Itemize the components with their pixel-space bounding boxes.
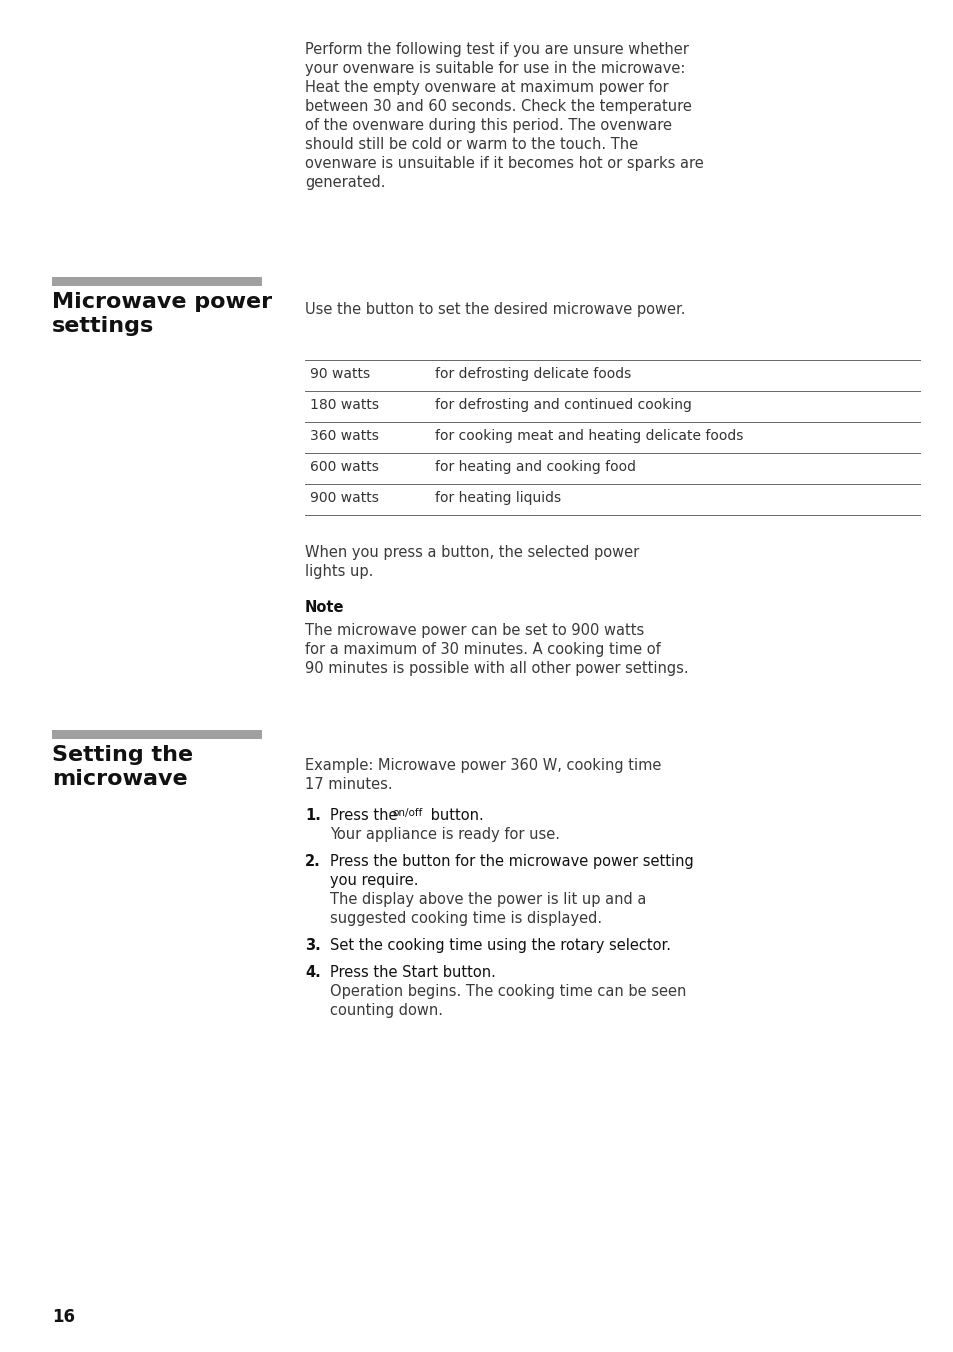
Text: Heat the empty ovenware at maximum power for: Heat the empty ovenware at maximum power… bbox=[305, 80, 668, 95]
Text: counting down.: counting down. bbox=[330, 1003, 442, 1018]
Text: suggested cooking time is displayed.: suggested cooking time is displayed. bbox=[330, 911, 601, 926]
Text: Example: Microwave power 360 W, cooking time: Example: Microwave power 360 W, cooking … bbox=[305, 758, 660, 773]
Text: for heating liquids: for heating liquids bbox=[435, 491, 560, 506]
Text: The microwave power can be set to 900 watts: The microwave power can be set to 900 wa… bbox=[305, 623, 643, 638]
Text: Press the: Press the bbox=[330, 808, 402, 823]
Text: for defrosting delicate foods: for defrosting delicate foods bbox=[435, 366, 631, 381]
Text: 17 minutes.: 17 minutes. bbox=[305, 777, 393, 792]
Text: on/off: on/off bbox=[392, 808, 422, 818]
Text: 900 watts: 900 watts bbox=[310, 491, 378, 506]
Text: Microwave power
settings: Microwave power settings bbox=[52, 292, 272, 337]
Text: When you press a button, the selected power: When you press a button, the selected po… bbox=[305, 545, 639, 560]
Bar bbox=[52, 730, 262, 740]
Text: The display above the power is lit up and a: The display above the power is lit up an… bbox=[330, 892, 646, 907]
Text: 90 watts: 90 watts bbox=[310, 366, 370, 381]
Text: Press the Start button.: Press the Start button. bbox=[330, 965, 496, 980]
Text: of the ovenware during this period. The ovenware: of the ovenware during this period. The … bbox=[305, 118, 671, 132]
Text: ovenware is unsuitable if it becomes hot or sparks are: ovenware is unsuitable if it becomes hot… bbox=[305, 155, 703, 170]
Text: Press the button for the microwave power setting: Press the button for the microwave power… bbox=[330, 854, 693, 869]
Bar bbox=[52, 277, 262, 287]
Text: 180 watts: 180 watts bbox=[310, 397, 378, 412]
Text: Your appliance is ready for use.: Your appliance is ready for use. bbox=[330, 827, 559, 842]
Text: button.: button. bbox=[426, 808, 483, 823]
Text: for heating and cooking food: for heating and cooking food bbox=[435, 460, 636, 475]
Text: Note: Note bbox=[305, 600, 344, 615]
Text: 4.: 4. bbox=[305, 965, 320, 980]
Text: 3.: 3. bbox=[305, 938, 320, 953]
Text: 1.: 1. bbox=[305, 808, 320, 823]
Text: Operation begins. The cooking time can be seen: Operation begins. The cooking time can b… bbox=[330, 984, 685, 999]
Text: Set the cooking time using the rotary selector.: Set the cooking time using the rotary se… bbox=[330, 938, 670, 953]
Text: for defrosting and continued cooking: for defrosting and continued cooking bbox=[435, 397, 691, 412]
Text: you require.: you require. bbox=[330, 873, 418, 888]
Text: lights up.: lights up. bbox=[305, 564, 373, 579]
Text: for cooking meat and heating delicate foods: for cooking meat and heating delicate fo… bbox=[435, 429, 742, 443]
Text: Setting the
microwave: Setting the microwave bbox=[52, 745, 193, 790]
Text: between 30 and 60 seconds. Check the temperature: between 30 and 60 seconds. Check the tem… bbox=[305, 99, 691, 114]
Text: 90 minutes is possible with all other power settings.: 90 minutes is possible with all other po… bbox=[305, 661, 688, 676]
Text: should still be cold or warm to the touch. The: should still be cold or warm to the touc… bbox=[305, 137, 638, 151]
Text: Perform the following test if you are unsure whether: Perform the following test if you are un… bbox=[305, 42, 688, 57]
Text: 600 watts: 600 watts bbox=[310, 460, 378, 475]
Text: Use the button to set the desired microwave power.: Use the button to set the desired microw… bbox=[305, 301, 685, 316]
Text: your ovenware is suitable for use in the microwave:: your ovenware is suitable for use in the… bbox=[305, 61, 684, 76]
Text: 2.: 2. bbox=[305, 854, 320, 869]
Text: 360 watts: 360 watts bbox=[310, 429, 378, 443]
Text: for a maximum of 30 minutes. A cooking time of: for a maximum of 30 minutes. A cooking t… bbox=[305, 642, 660, 657]
Text: 16: 16 bbox=[52, 1307, 75, 1326]
Text: generated.: generated. bbox=[305, 174, 385, 191]
